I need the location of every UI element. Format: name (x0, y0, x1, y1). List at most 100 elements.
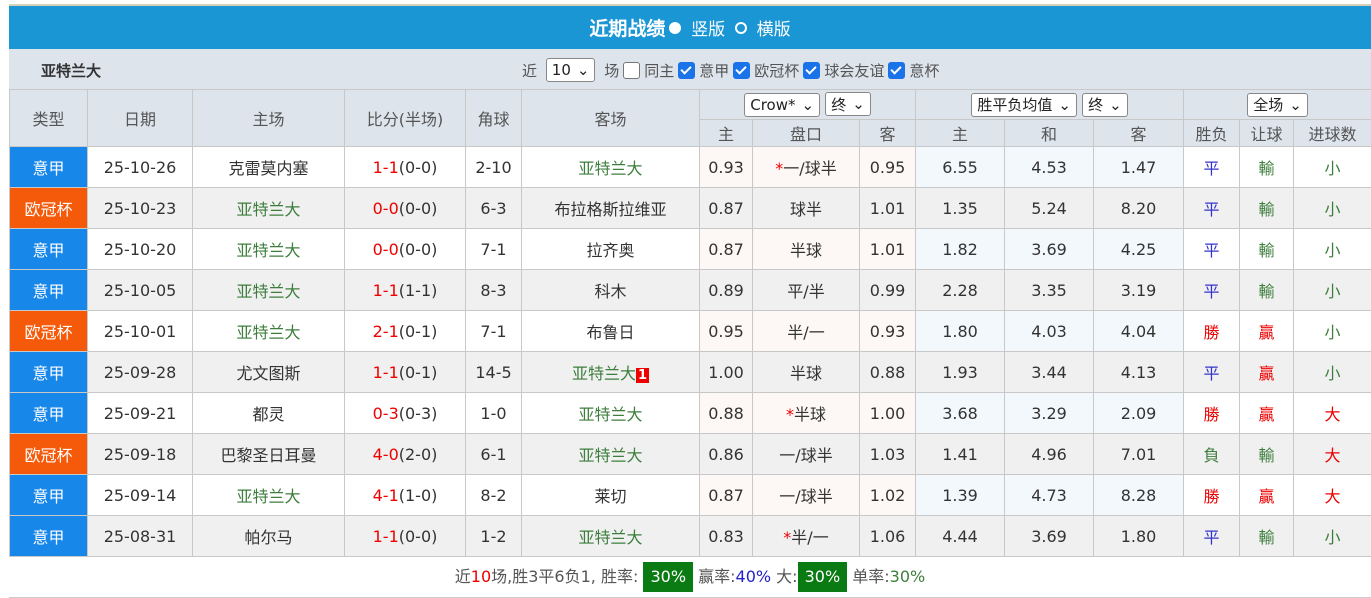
col-date: 日期 (88, 90, 193, 147)
ah-line-value: 半球 (794, 405, 826, 424)
eu-home-odds: 1.39 (916, 475, 1005, 516)
corners: 8-3 (466, 270, 522, 311)
half-time-score: (0-0) (399, 527, 438, 546)
league-badge[interactable]: 意甲 (10, 516, 88, 557)
match-row[interactable]: 意甲 25-10-20 亚特兰大 0-0(0-0) 7-1 拉齐奥 0.87 半… (10, 229, 1371, 270)
eu-final-select[interactable]: 终⌄ (1082, 93, 1128, 117)
avg-select[interactable]: 胜平负均值⌄ (971, 93, 1077, 117)
match-row[interactable]: 欧冠杯 25-09-18 巴黎圣日耳曼 4-0(2-0) 6-1 亚特兰大 0.… (10, 434, 1371, 475)
league-badge[interactable]: 意甲 (10, 352, 88, 393)
match-row[interactable]: 意甲 25-09-21 都灵 0-3(0-3) 1-0 亚特兰大 0.88 *半… (10, 393, 1371, 434)
league-checkbox[interactable] (803, 62, 820, 79)
summary-text: 单率: (852, 567, 889, 586)
away-cell[interactable]: 布拉格斯拉维亚 (522, 188, 700, 229)
handicap-result: 輸 (1240, 270, 1294, 311)
match-count-select[interactable]: 10⌄ (546, 58, 596, 82)
home-team[interactable]: 帕尔马 (193, 516, 345, 557)
col-ah-line: 盘口 (753, 120, 860, 147)
home-team[interactable]: 亚特兰大 (193, 188, 345, 229)
match-date: 25-09-14 (88, 475, 193, 516)
score[interactable]: 0-0(0-0) (345, 188, 466, 229)
handicap-result: 輸 (1240, 516, 1294, 557)
summary-text: 大: (776, 567, 797, 586)
eu-away-odds: 1.80 (1094, 516, 1184, 557)
match-date: 25-09-28 (88, 352, 193, 393)
ah-home-odds: 1.00 (700, 352, 753, 393)
away-cell[interactable]: 亚特兰大 (522, 393, 700, 434)
away-cell[interactable]: 莱切 (522, 475, 700, 516)
home-team[interactable]: 都灵 (193, 393, 345, 434)
half-time-score: (2-0) (399, 445, 438, 464)
league-badge[interactable]: 欧冠杯 (10, 188, 88, 229)
league-badge[interactable]: 欧冠杯 (10, 434, 88, 475)
league-badge[interactable]: 意甲 (10, 147, 88, 188)
ah-final-select[interactable]: 终⌄ (825, 92, 871, 116)
match-row[interactable]: 意甲 25-09-14 亚特兰大 4-1(1-0) 8-2 莱切 0.87 一/… (10, 475, 1371, 516)
full-time-score: 0-0 (373, 199, 399, 218)
home-team[interactable]: 亚特兰大 (193, 475, 345, 516)
scope-select[interactable]: 全场⌄ (1247, 93, 1308, 117)
same-home-checkbox[interactable] (623, 62, 640, 79)
view-vertical-label[interactable]: 竖版 (691, 20, 725, 40)
league-badge[interactable]: 意甲 (10, 229, 88, 270)
score[interactable]: 1-1(0-0) (345, 147, 466, 188)
home-team[interactable]: 亚特兰大 (193, 270, 345, 311)
home-team[interactable]: 尤文图斯 (193, 352, 345, 393)
match-row[interactable]: 欧冠杯 25-10-23 亚特兰大 0-0(0-0) 6-3 布拉格斯拉维亚 0… (10, 188, 1371, 229)
league-checkbox[interactable] (678, 62, 695, 79)
eu-away-odds: 8.20 (1094, 188, 1184, 229)
result: 勝 (1184, 475, 1240, 516)
full-time-score: 1-1 (373, 281, 399, 300)
league-badge[interactable]: 意甲 (10, 393, 88, 434)
away-cell[interactable]: 科木 (522, 270, 700, 311)
summary-text: 场,胜3平6负1, 胜率: (491, 567, 638, 586)
chevron-down-icon: ⌄ (577, 61, 590, 79)
radio-horizontal[interactable] (735, 22, 747, 34)
match-row[interactable]: 欧冠杯 25-10-01 亚特兰大 2-1(0-1) 7-1 布鲁日 0.95 … (10, 311, 1371, 352)
match-row[interactable]: 意甲 25-08-31 帕尔马 1-1(0-0) 1-2 亚特兰大 0.83 *… (10, 516, 1371, 557)
away-cell[interactable]: 亚特兰大 (522, 516, 700, 557)
team-name: 亚特兰大 (41, 60, 101, 81)
away-cell[interactable]: 布鲁日 (522, 311, 700, 352)
away-cell[interactable]: 亚特兰大 (522, 434, 700, 475)
score[interactable]: 0-3(0-3) (345, 393, 466, 434)
score[interactable]: 0-0(0-0) (345, 229, 466, 270)
home-team[interactable]: 巴黎圣日耳曼 (193, 434, 345, 475)
league-checkbox[interactable] (733, 62, 750, 79)
ah-away-odds: 1.01 (860, 188, 916, 229)
company-select[interactable]: Crow*⌄ (744, 93, 820, 117)
corners: 6-3 (466, 188, 522, 229)
score[interactable]: 4-0(2-0) (345, 434, 466, 475)
league-badge[interactable]: 意甲 (10, 270, 88, 311)
league-checkbox[interactable] (888, 62, 905, 79)
panel-header: 近期战绩 竖版 横版 (9, 6, 1371, 49)
ah-line-value: 半球 (790, 241, 822, 260)
home-team[interactable]: 亚特兰大 (193, 311, 345, 352)
away-cell[interactable]: 亚特兰大 (522, 147, 700, 188)
ah-line: *半球 (753, 393, 860, 434)
ah-away-odds: 1.01 (860, 229, 916, 270)
score[interactable]: 1-1(0-1) (345, 352, 466, 393)
score[interactable]: 2-1(0-1) (345, 311, 466, 352)
ah-away-odds: 0.88 (860, 352, 916, 393)
league-badge[interactable]: 欧冠杯 (10, 311, 88, 352)
home-team[interactable]: 亚特兰大 (193, 229, 345, 270)
goals-result: 大 (1294, 393, 1371, 434)
league-badge[interactable]: 意甲 (10, 475, 88, 516)
score[interactable]: 1-1(0-0) (345, 516, 466, 557)
score[interactable]: 4-1(1-0) (345, 475, 466, 516)
away-team: 亚特兰大 (578, 446, 642, 465)
league-label: 意杯 (909, 60, 939, 81)
view-horizontal-label[interactable]: 横版 (757, 20, 791, 40)
score[interactable]: 1-1(1-1) (345, 270, 466, 311)
radio-vertical[interactable] (669, 22, 681, 34)
match-row[interactable]: 意甲 25-10-26 克雷莫内塞 1-1(0-0) 2-10 亚特兰大 0.9… (10, 147, 1371, 188)
corners: 2-10 (466, 147, 522, 188)
col-handicap: 让球 (1240, 120, 1294, 147)
home-team[interactable]: 克雷莫内塞 (193, 147, 345, 188)
match-date: 25-10-01 (88, 311, 193, 352)
away-cell[interactable]: 拉齐奥 (522, 229, 700, 270)
match-row[interactable]: 意甲 25-10-05 亚特兰大 1-1(1-1) 8-3 科木 0.89 平/… (10, 270, 1371, 311)
